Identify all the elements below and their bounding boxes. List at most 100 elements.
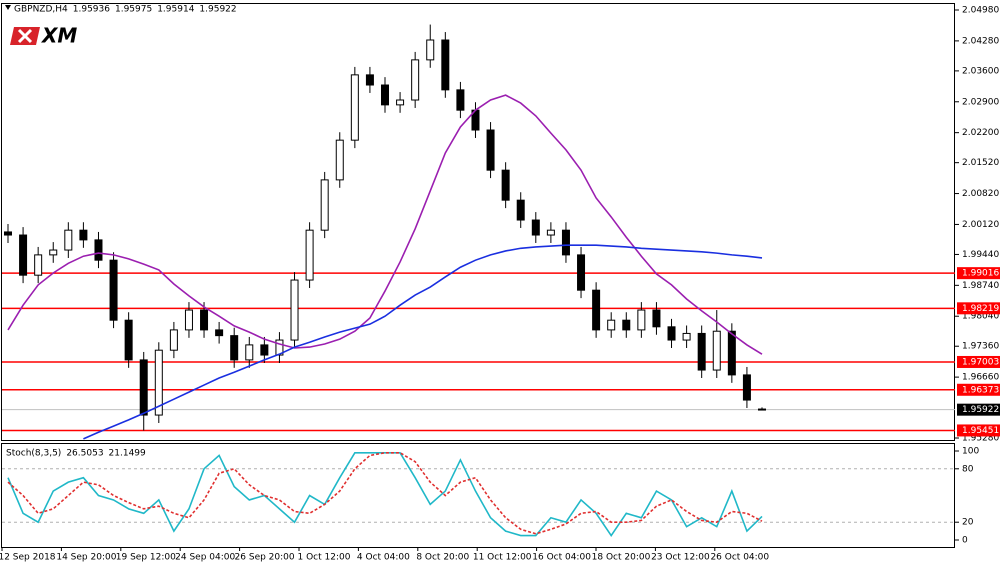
x-tick-label: 18 Oct 20:00 bbox=[592, 553, 651, 563]
candle-body bbox=[682, 332, 691, 341]
candle-body bbox=[169, 329, 178, 351]
y-tick-label: 20 bbox=[962, 518, 974, 528]
y-tick-label: 2.01520 bbox=[962, 158, 999, 168]
stoch-line bbox=[7, 451, 763, 535]
candle-body bbox=[184, 309, 193, 331]
level-label: 1.99016 bbox=[962, 269, 999, 279]
y-tick-label: 80 bbox=[962, 464, 974, 474]
symbol-menu-icon[interactable] bbox=[5, 5, 11, 10]
candle-body bbox=[290, 279, 299, 341]
stoch-line bbox=[7, 451, 763, 537]
candle-body bbox=[200, 309, 209, 331]
candle-body bbox=[305, 229, 314, 281]
candle-body bbox=[546, 229, 555, 236]
candle-body bbox=[516, 199, 525, 221]
candle-body bbox=[64, 229, 73, 251]
y-tick-label: 1.98740 bbox=[962, 281, 999, 291]
y-tick-label: 2.00820 bbox=[962, 189, 999, 199]
candle-body bbox=[365, 74, 374, 86]
candle-body bbox=[350, 74, 359, 141]
y-tick-label: 2.02200 bbox=[962, 128, 999, 138]
x-tick-label: 8 Oct 20:00 bbox=[416, 553, 469, 563]
candle-body bbox=[381, 84, 389, 106]
x-tick-label: 26 Sep 20:00 bbox=[235, 553, 295, 563]
candle-body bbox=[697, 332, 706, 371]
candle-body bbox=[441, 39, 450, 91]
y-tick-label: 2.00120 bbox=[962, 220, 999, 230]
level-label-box bbox=[957, 355, 1000, 368]
candle-body bbox=[607, 319, 616, 331]
stoch-main-value: 26.5053 bbox=[66, 449, 103, 459]
y-tick-label: 1.96660 bbox=[962, 373, 999, 383]
candle-body bbox=[411, 59, 420, 101]
candle-body bbox=[34, 254, 43, 276]
candle-body bbox=[577, 254, 586, 291]
y-tick-label: 1.95280 bbox=[962, 434, 999, 444]
moving-average bbox=[83, 244, 763, 440]
candle-body bbox=[154, 349, 163, 416]
stoch-panel-frame bbox=[1, 443, 955, 548]
x-tick-label: 23 Oct 12:00 bbox=[651, 553, 710, 563]
logo-x bbox=[17, 28, 33, 44]
candle-body bbox=[667, 326, 676, 341]
candle-body bbox=[592, 289, 601, 331]
candle-body bbox=[19, 234, 28, 276]
last-close: 1.95922 bbox=[199, 5, 236, 15]
y-tick-label: 1.99440 bbox=[962, 250, 999, 260]
candle-body bbox=[561, 229, 570, 256]
candle-body bbox=[742, 374, 751, 401]
x-tick-label: 1 Oct 12:00 bbox=[298, 553, 351, 563]
x-tick-label: 12 Sep 2018 bbox=[0, 553, 56, 563]
y-tick-label: 1.97360 bbox=[962, 342, 999, 352]
candle-body bbox=[320, 179, 329, 231]
last-open: 1.95936 bbox=[73, 5, 110, 15]
y-tick-label: 100 bbox=[962, 447, 979, 457]
candle-body bbox=[501, 169, 510, 201]
candle-body bbox=[426, 39, 435, 61]
candle-body bbox=[456, 89, 465, 111]
x-tick-label: 11 Oct 12:00 bbox=[473, 553, 532, 563]
level-label: 1.98219 bbox=[962, 304, 999, 314]
level-label-box bbox=[957, 267, 1000, 280]
candle-body bbox=[215, 329, 224, 337]
y-tick-label: 2.02900 bbox=[962, 97, 999, 107]
candle-body bbox=[712, 330, 721, 371]
stoch-signal-value: 21.1499 bbox=[109, 449, 146, 459]
candle-body bbox=[275, 339, 284, 356]
candle-body bbox=[260, 344, 269, 356]
candle-body bbox=[622, 319, 631, 331]
candle-body bbox=[486, 129, 495, 171]
current-price-box bbox=[957, 403, 1000, 416]
candle-body bbox=[727, 330, 736, 376]
y-tick-label: 2.04280 bbox=[962, 36, 999, 46]
y-tick-label: 2.04980 bbox=[962, 6, 999, 16]
x-tick-label: 4 Oct 04:00 bbox=[357, 553, 410, 563]
current-price-label: 1.95922 bbox=[962, 405, 999, 415]
moving-average bbox=[7, 94, 763, 355]
candle-body bbox=[94, 239, 103, 261]
main-panel-frame bbox=[1, 3, 955, 441]
level-label-box bbox=[957, 424, 1000, 437]
x-tick-label: 26 Oct 04:00 bbox=[710, 553, 769, 563]
candle-body bbox=[230, 335, 239, 361]
candle-body bbox=[139, 359, 148, 416]
indicator-title: Stoch(8,3,5) bbox=[6, 449, 61, 459]
candle-body bbox=[79, 229, 88, 241]
level-label-box bbox=[957, 302, 1000, 315]
y-tick-label: 1.98040 bbox=[962, 312, 999, 322]
candle-body bbox=[49, 249, 58, 256]
candle-body bbox=[652, 309, 661, 328]
level-label: 1.95451 bbox=[962, 426, 999, 436]
y-tick-label: 0 bbox=[962, 536, 968, 546]
candle-body bbox=[396, 99, 405, 106]
level-label-box bbox=[957, 383, 1000, 396]
candle-body bbox=[4, 231, 12, 236]
logo-text: XM bbox=[40, 24, 77, 48]
candle-body bbox=[124, 319, 133, 361]
y-tick-label: 2.03600 bbox=[962, 66, 999, 76]
last-low: 1.95914 bbox=[157, 5, 194, 15]
candle-body bbox=[758, 408, 766, 411]
last-high: 1.95975 bbox=[115, 5, 152, 15]
